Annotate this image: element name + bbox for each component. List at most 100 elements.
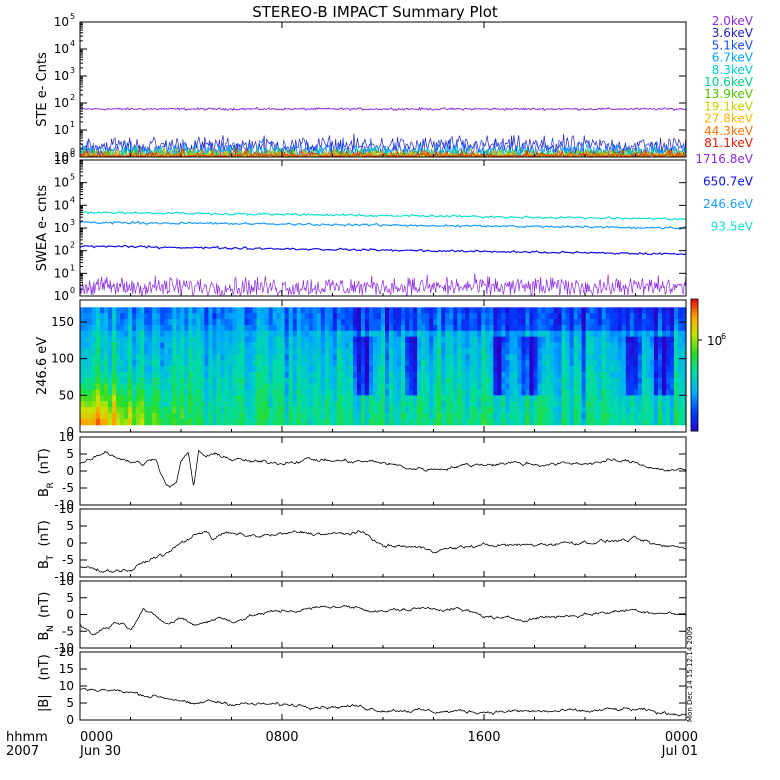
heatmap-cell — [192, 366, 197, 373]
heatmap-cell — [320, 418, 326, 426]
heatmap-cell — [493, 307, 498, 314]
heatmap-cell — [324, 307, 330, 314]
heatmap-cell — [84, 348, 89, 355]
heatmap-cell — [240, 418, 246, 426]
colorbar-segment — [691, 361, 698, 366]
heatmap-cell — [316, 330, 322, 338]
heatmap-cell — [340, 336, 346, 344]
heatmap-cell — [417, 407, 422, 414]
heatmap-cell — [312, 354, 318, 361]
heatmap-cell — [228, 366, 234, 373]
swea-series-93.5eV — [80, 211, 687, 221]
heatmap-cell — [597, 330, 603, 338]
heatmap-cell — [100, 412, 105, 420]
heatmap-cell — [252, 389, 258, 396]
heatmap-cell — [489, 412, 494, 420]
heatmap-cell — [220, 412, 226, 420]
heatmap-cell — [116, 371, 121, 379]
heatmap-cell — [232, 330, 238, 338]
heatmap-cell — [617, 319, 623, 326]
heatmap-cell — [413, 330, 418, 338]
heatmap-cell — [669, 412, 675, 420]
heatmap-cell — [224, 354, 230, 361]
heatmap-cell — [116, 336, 121, 344]
heatmap-cell — [240, 354, 246, 361]
heatmap-cell — [613, 412, 619, 420]
heatmap-cell — [80, 354, 85, 361]
heatmap-cell — [665, 342, 671, 349]
heatmap-cell — [653, 389, 659, 396]
heatmap-cell — [140, 324, 145, 332]
heatmap-cell — [196, 371, 201, 379]
heatmap-cell — [397, 407, 402, 414]
heatmap-cell — [272, 336, 278, 344]
heatmap-cell — [332, 348, 338, 355]
heatmap-cell — [549, 360, 555, 367]
heatmap-cell — [108, 371, 113, 379]
heatmap-cell — [569, 383, 575, 391]
heatmap-cell — [152, 366, 157, 373]
heatmap-cell — [148, 313, 153, 320]
colorbar-segment — [691, 417, 698, 422]
heatmap-cell — [196, 313, 201, 320]
heatmap-cell — [593, 383, 599, 391]
heatmap-cell — [232, 371, 238, 379]
heatmap-cell — [673, 371, 679, 379]
heatmap-cell — [360, 383, 366, 391]
heatmap-cell — [425, 377, 430, 385]
heatmap-cell — [120, 324, 125, 332]
heatmap-cell — [332, 418, 338, 426]
heatmap-cell — [677, 383, 683, 391]
heatmap-cell — [128, 389, 133, 396]
heatmap-cell — [224, 371, 230, 379]
heatmap-cell — [344, 313, 350, 320]
heatmap-cell — [348, 307, 354, 314]
heatmap-cell — [80, 324, 85, 332]
heatmap-cell — [188, 324, 193, 332]
heatmap-cell — [148, 354, 153, 361]
heatmap-cell — [617, 412, 623, 420]
heatmap-cell — [84, 324, 89, 332]
heatmap-cell — [296, 360, 302, 367]
heatmap-cell — [276, 360, 282, 367]
y-axis-label-bmag: |B|(nT) — [37, 654, 52, 712]
heatmap-cell — [80, 395, 85, 402]
heatmap-cell — [461, 377, 466, 385]
heatmap-cell — [264, 324, 270, 332]
heatmap-cell — [389, 418, 394, 426]
heatmap-cell — [445, 324, 450, 332]
heatmap-cell — [220, 366, 226, 373]
heatmap-cell — [368, 395, 374, 402]
heatmap-cell — [348, 342, 354, 349]
heatmap-cell — [124, 401, 129, 408]
heatmap-cell — [649, 342, 655, 349]
heatmap-cell — [653, 319, 659, 326]
heatmap-cell — [421, 389, 426, 396]
heatmap-cell — [208, 313, 214, 320]
heatmap-cell — [505, 319, 511, 326]
heatmap-cell — [212, 313, 218, 320]
heatmap-cell — [188, 366, 193, 373]
heatmap-cell — [216, 418, 222, 426]
heatmap-cell — [661, 354, 667, 361]
heatmap-cell — [553, 319, 559, 326]
heatmap-cell — [212, 366, 218, 373]
heatmap-cell — [184, 366, 189, 373]
heatmap-cell — [609, 377, 615, 385]
heatmap-cell — [284, 418, 290, 426]
heatmap-cell — [585, 377, 591, 385]
heatmap-cell — [409, 360, 414, 367]
heatmap-cell — [372, 395, 378, 402]
heatmap-cell — [192, 407, 197, 414]
heatmap-cell — [617, 383, 623, 391]
heatmap-cell — [232, 389, 238, 396]
heatmap-cell — [645, 401, 651, 408]
heatmap-cell — [372, 330, 378, 338]
heatmap-cell — [449, 313, 454, 320]
heatmap-cell — [180, 330, 185, 338]
heatmap-cell — [144, 395, 149, 402]
heatmap-cell — [300, 395, 306, 402]
heatmap-cell — [296, 348, 302, 355]
heatmap-cell — [457, 418, 462, 426]
heatmap-cell — [328, 366, 334, 373]
